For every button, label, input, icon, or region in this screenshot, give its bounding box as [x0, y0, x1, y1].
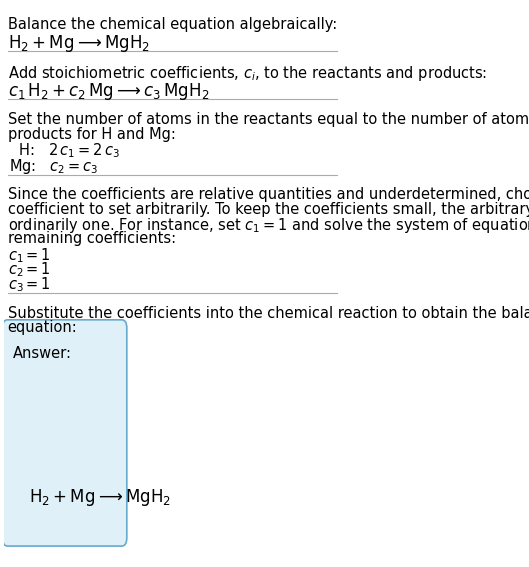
Text: Balance the chemical equation algebraically:: Balance the chemical equation algebraica…	[7, 17, 337, 32]
Text: $c_1 = 1$: $c_1 = 1$	[7, 246, 50, 265]
Text: Since the coefficients are relative quantities and underdetermined, choose a: Since the coefficients are relative quan…	[7, 188, 529, 202]
Text: $\mathrm{H_2 + Mg \longrightarrow MgH_2}$: $\mathrm{H_2 + Mg \longrightarrow MgH_2}…	[30, 488, 171, 509]
Text: Add stoichiometric coefficients, $c_i$, to the reactants and products:: Add stoichiometric coefficients, $c_i$, …	[7, 64, 487, 83]
Text: H:   $2\,c_1 = 2\,c_3$: H: $2\,c_1 = 2\,c_3$	[9, 142, 121, 160]
Text: Answer:: Answer:	[13, 346, 71, 361]
Text: $c_2 = 1$: $c_2 = 1$	[7, 261, 50, 280]
Text: products for H and Mg:: products for H and Mg:	[7, 126, 176, 142]
Text: $c_3 = 1$: $c_3 = 1$	[7, 275, 50, 294]
Text: remaining coefficients:: remaining coefficients:	[7, 231, 176, 246]
Text: Substitute the coefficients into the chemical reaction to obtain the balanced: Substitute the coefficients into the che…	[7, 306, 529, 321]
FancyBboxPatch shape	[3, 320, 127, 546]
Text: Set the number of atoms in the reactants equal to the number of atoms in the: Set the number of atoms in the reactants…	[7, 112, 529, 127]
Text: Mg:   $c_2 = c_3$: Mg: $c_2 = c_3$	[9, 156, 98, 176]
Text: equation:: equation:	[7, 320, 77, 335]
Text: $c_1\,\mathrm{H_2} + c_2\,\mathrm{Mg} \longrightarrow c_3\,\mathrm{MgH_2}$: $c_1\,\mathrm{H_2} + c_2\,\mathrm{Mg} \l…	[7, 81, 209, 101]
Text: coefficient to set arbitrarily. To keep the coefficients small, the arbitrary va: coefficient to set arbitrarily. To keep …	[7, 202, 529, 217]
Text: ordinarily one. For instance, set $c_1 = 1$ and solve the system of equations fo: ordinarily one. For instance, set $c_1 =…	[7, 217, 529, 235]
Text: $\mathrm{H_2 + Mg \longrightarrow MgH_2}$: $\mathrm{H_2 + Mg \longrightarrow MgH_2}…	[7, 33, 150, 54]
